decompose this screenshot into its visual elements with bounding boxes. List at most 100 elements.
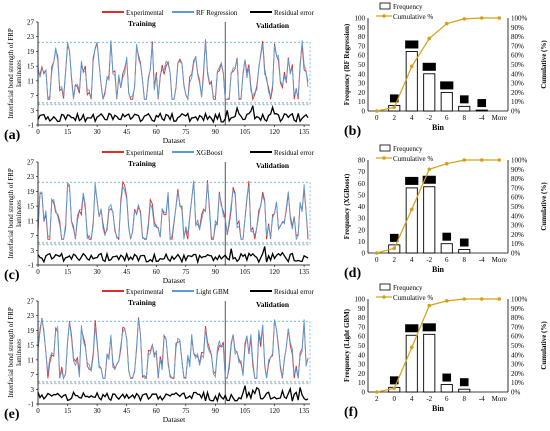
y-tick-label-1: 3 [31,247,35,255]
data-label-2: 64 [409,42,416,49]
cumulative-point-1 [392,386,397,391]
y2-tick-label-2: 20% [511,231,524,239]
cumulative-point-4 [444,161,449,166]
y-tick-label-1: 3 [31,107,35,115]
y2-tick-label-8: 80% [511,175,524,183]
cumulative-point-4 [444,299,449,303]
series-experimental [37,39,309,101]
y-tick-label-7: 27 [27,298,35,306]
x-tick-label-7: 105 [240,268,251,276]
cumulative-point-4 [444,21,449,26]
legend-label-2: Light GBM [196,288,230,296]
legend-marker-cumulative [382,295,386,299]
y-tick-label-3: 11 [27,217,34,225]
x-tick-label-7: More [492,114,507,122]
y-tick-label-4: 15 [27,63,35,71]
y2-axis-title: Cumulative (%) [540,321,548,370]
bar--4 [475,109,488,112]
series-model [37,180,309,242]
bar-8 [458,388,471,393]
x-tick-label-5: 75 [182,268,190,276]
y-axis-title-line2: laminates [15,339,23,366]
legend-label-1: Experimental [126,288,164,296]
cumulative-point-0 [374,109,379,113]
y-axis-title: Frequency (XGBoost) [343,173,351,239]
y2-tick-label-4: 40% [511,351,524,359]
x-tick-label-4: 6 [445,256,449,264]
y2-tick-label-3: 30% [511,222,524,230]
series-model [37,319,309,380]
legend-swatch-frequency [379,283,391,291]
bar-4 [405,334,418,393]
x-tick-label-7: 105 [240,407,251,415]
y-tick-label-7: 27 [27,19,35,27]
cumulative-point-3 [427,167,432,172]
data-label-1: 6 [393,96,397,103]
data-label-bg [422,62,436,71]
data-label-5: 5 [463,97,467,104]
y-tick-label-9: 90 [358,305,366,313]
data-label-1: 5 [393,378,397,385]
y-tick-label-10: 100 [355,15,366,23]
x-tick-label-3: 45 [123,407,131,415]
y-tick-label-2: 20 [358,370,366,378]
y-tick-label-3: 11 [27,356,34,364]
x-tick-label-1: 15 [64,128,72,136]
y-tick-label-2: 7 [31,232,35,240]
y-tick-label-6: 60 [358,180,366,188]
series-residual [37,246,309,265]
legend-label-3: Residual error [274,9,315,17]
bar-4 [405,51,418,112]
y-tick-label-5: 19 [27,48,35,56]
cumulative-point-1 [392,105,397,110]
x-tick-label-2: 30 [94,268,102,276]
y-axis-title: Frequency (Light GBM) [343,308,351,382]
x-tick-label-8: 120 [269,407,280,415]
y2-tick-label-1: 10% [511,240,524,248]
legend-label-2: RF Regression [196,9,238,17]
y-tick-label-0: 0 [362,108,366,116]
x-tick-label-2: 4 [410,114,414,122]
data-label-bg [442,373,452,382]
x-tick-label-3: 45 [123,268,131,276]
data-label-bg [389,376,399,385]
y2-tick-label-1: 10% [511,98,524,106]
cumulative-point-5 [462,158,467,162]
legend-label-frequency: Frequency [393,284,423,292]
x-tick-label-9: 135 [299,407,310,415]
x-tick-label-1: 15 [64,268,72,276]
y-tick-label-2: 7 [31,371,35,379]
x-tick-label-0: 0 [36,407,40,415]
x-tick-label-1: 0 [393,395,397,403]
x-tick-label-8: 120 [269,128,280,136]
x-tick-label-5: 8 [463,395,467,403]
data-label-2: 56 [409,178,416,185]
x-tick-label-4: 6 [445,395,449,403]
legend-label-frequency: Frequency [393,145,423,153]
cumulative-point-7 [497,16,502,20]
x-tick-label-2: 30 [94,407,102,415]
y-tick-label-5: 50 [358,61,366,69]
y-tick-label-0: -1 [28,401,34,409]
y-tick-label-0: 0 [362,250,366,258]
panel-label: (d) [344,266,361,281]
x-tick-label-0: 0 [375,256,379,264]
annotation-training: Training [128,19,156,28]
y-tick-label-7: 70 [358,323,366,331]
data-label-bg [405,324,419,333]
x-axis-title: Bin [432,123,445,132]
legend-label-cumulative: Cumulative % [393,13,433,21]
x-tick-label-3: 45 [123,128,131,136]
y-tick-label-5: 50 [358,191,366,199]
y2-tick-label-2: 20% [511,89,524,97]
y2-tick-label-9: 90% [511,305,524,313]
legend-label-1: Experimental [126,9,164,17]
y2-tick-label-10: 100% [511,15,528,23]
x-tick-label-2: 30 [94,128,102,136]
y-tick-label-0: -1 [28,262,34,270]
y2-tick-label-8: 80% [511,314,524,322]
y-tick-label-3: 11 [27,77,34,85]
x-tick-label-2: 4 [410,395,414,403]
annotation-training: Training [128,159,156,168]
data-label-bg [389,94,399,103]
